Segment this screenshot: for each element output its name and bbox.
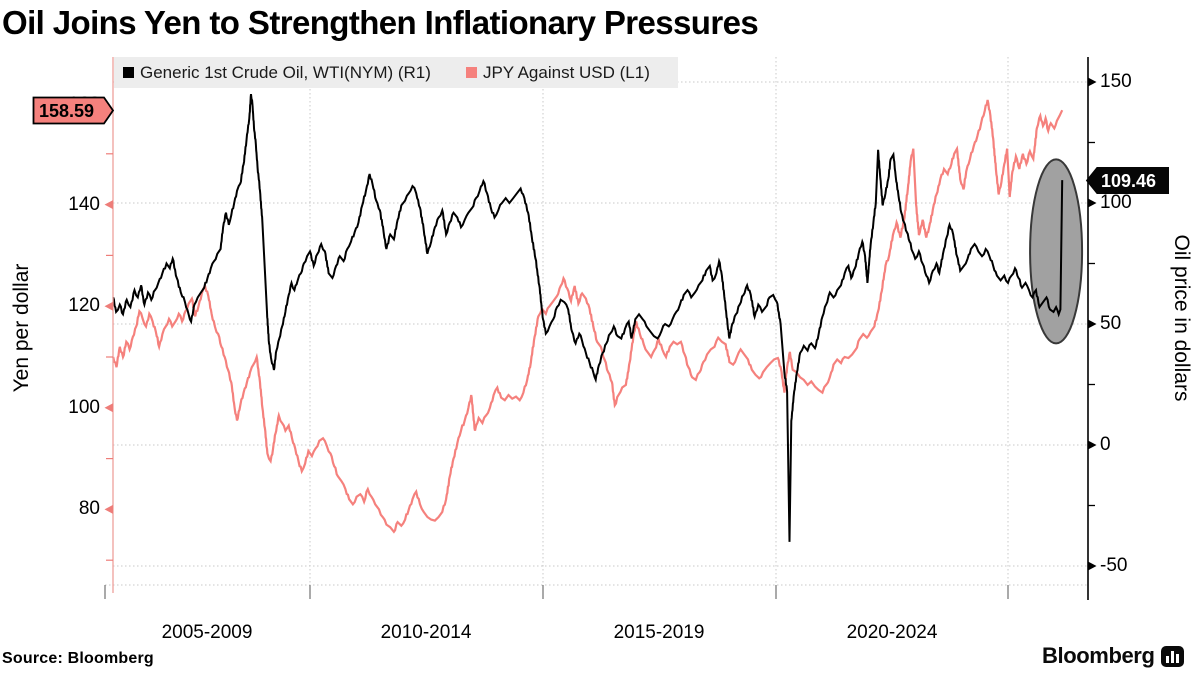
bloomberg-chart-icon — [1160, 645, 1184, 667]
chart-legend: Generic 1st Crude Oil, WTI(NYM) (R1) JPY… — [114, 57, 678, 88]
highlight-ellipse — [1029, 158, 1084, 345]
right-major-tick — [1088, 77, 1097, 87]
jpy-last-value-badge: 160 158.59 — [32, 94, 115, 125]
right-major-tick — [1088, 561, 1097, 571]
right-axis-title: Oil price in dollars — [1170, 234, 1193, 402]
jpy-badge-value: 158.59 — [39, 101, 94, 121]
left-major-tick — [104, 403, 113, 413]
oil-badge-value: 109.46 — [1101, 171, 1156, 191]
left-major-tick — [104, 301, 113, 311]
oil-legend-swatch-icon — [123, 67, 134, 78]
right-major-tick — [1088, 440, 1097, 450]
right-major-tick — [1088, 198, 1097, 208]
page-title: Oil Joins Yen to Strengthen Inflationary… — [2, 4, 759, 41]
left-tick-label: 120 — [68, 295, 100, 317]
gridlines — [105, 57, 1088, 586]
legend-item-oil: Generic 1st Crude Oil, WTI(NYM) (R1) — [114, 63, 431, 83]
oil-last-value-badge: 109.46 — [1085, 167, 1169, 194]
legend-label-jpy: JPY Against USD (L1) — [482, 62, 650, 82]
source-note: Source: Bloomberg — [2, 650, 154, 667]
jpy-legend-swatch-icon — [465, 67, 477, 78]
left-tick-label: 100 — [68, 396, 100, 418]
series-lines — [112, 93, 1084, 542]
x-axis-period-label: 2020-2024 — [846, 622, 938, 643]
left-major-tick — [104, 504, 113, 514]
right-tick-label: 0 — [1100, 434, 1111, 455]
right-major-tick — [1088, 319, 1097, 329]
right-tick-label: -50 — [1100, 555, 1128, 576]
left-axis-title: Yen per dollar — [10, 263, 33, 393]
left-tick-label: 140 — [68, 193, 100, 215]
left-major-tick — [104, 200, 113, 210]
x-axis-period-label: 2015-2019 — [613, 622, 705, 643]
jpy-badge-shape — [32, 96, 115, 125]
jpy-line — [112, 99, 1064, 534]
x-axis-period-label: 2005-2009 — [161, 622, 253, 643]
bloomberg-logo: Bloomberg — [1042, 643, 1184, 669]
right-tick-label: 100 — [1100, 192, 1132, 213]
oil-line — [112, 93, 1064, 542]
left-tick-label: 80 — [78, 498, 100, 520]
right-tick-label: 50 — [1100, 313, 1122, 334]
bloomberg-wordmark: Bloomberg — [1042, 643, 1155, 668]
right-tick-label: 150 — [1100, 71, 1132, 92]
x-axis-period-label: 2010-2014 — [380, 622, 472, 643]
axes — [104, 57, 1097, 600]
oil-badge-shape — [1085, 167, 1169, 194]
legend-label-oil: Generic 1st Crude Oil, WTI(NYM) (R1) — [140, 62, 431, 82]
legend-item-jpy: JPY Against USD (L1) — [457, 63, 650, 83]
